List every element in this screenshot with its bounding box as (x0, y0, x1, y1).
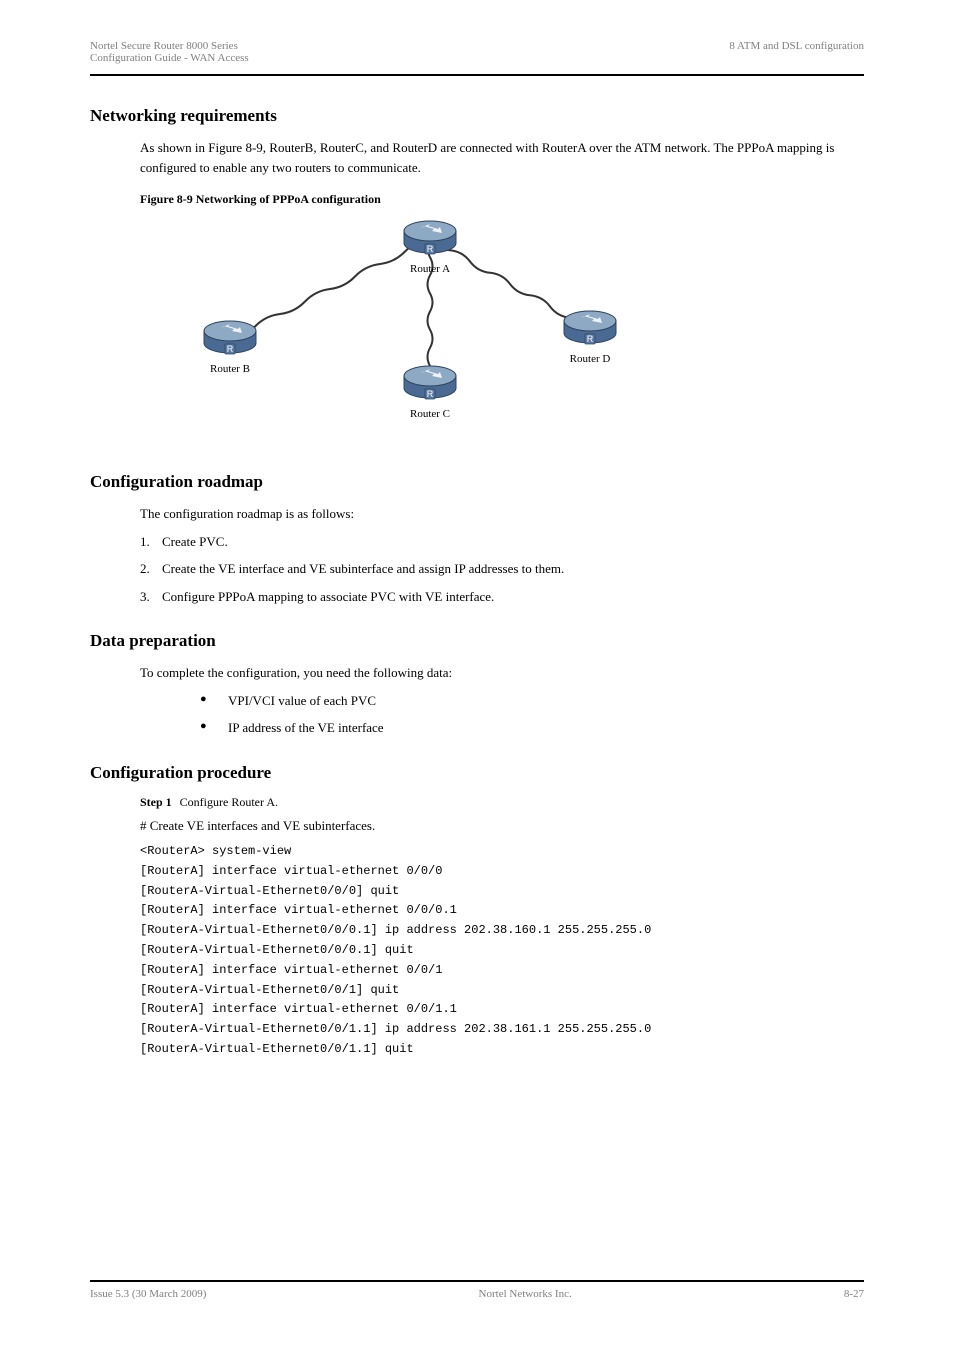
roadmap-step: 3. Configure PPPoA mapping to associate P… (140, 587, 864, 607)
roadmap-step: 2. Create the VE interface and VE subinte… (140, 559, 864, 579)
step-1-text: Configure Router A. (180, 795, 278, 809)
heading-networking-requirements: Networking requirements (90, 106, 864, 126)
step-1-label: Step 1 Configure Router A. (140, 795, 864, 810)
cli-line: [RouterA-Virtual-Ethernet0/0/0.1] quit (140, 942, 864, 959)
step-text: Create PVC. (162, 534, 228, 549)
svg-text:R: R (427, 244, 434, 254)
header-doc-title: Configuration Guide - WAN Access (90, 52, 249, 64)
router-icon: R (560, 307, 620, 351)
data-preparation-intro: To complete the configuration, you need … (140, 663, 864, 683)
router-icon: R (400, 217, 460, 261)
step-number: 2. (140, 559, 150, 579)
cli-line: [RouterA-Virtual-Ethernet0/0/1.1] quit (140, 1041, 864, 1058)
cli-line: [RouterA] interface virtual-ethernet 0/0… (140, 962, 864, 979)
router-node: R Router C (400, 362, 460, 420)
router-label: Router D (570, 353, 611, 365)
cli-line: [RouterA-Virtual-Ethernet0/0/1.1] ip add… (140, 1021, 864, 1038)
roadmap-step: 1. Create PVC. (140, 532, 864, 552)
router-node: R Router D (560, 307, 620, 365)
router-label: Router B (210, 363, 250, 375)
step-number: 1. (140, 532, 150, 552)
header-left: Nortel Secure Router 8000 Series Configu… (90, 40, 249, 64)
data-prep-item: IP address of the VE interface (200, 718, 864, 738)
router-icon: R (400, 362, 460, 406)
header-right: 8 ATM and DSL configuration (729, 40, 864, 64)
data-prep-item: VPI/VCI value of each PVC (200, 691, 864, 711)
footer-page-number: 8-27 (844, 1288, 864, 1300)
router-label: Router A (410, 263, 450, 275)
page-footer: Issue 5.3 (30 March 2009) Nortel Network… (90, 1280, 864, 1300)
network-diagram: R Router A R Router B R Router C R Route… (140, 217, 700, 447)
heading-data-preparation: Data preparation (90, 631, 864, 651)
router-node: R Router B (200, 317, 260, 375)
header-product: Nortel Secure Router 8000 Series (90, 40, 249, 52)
cli-line: [RouterA-Virtual-Ethernet0/0/0.1] ip add… (140, 922, 864, 939)
svg-text:R: R (227, 344, 234, 354)
cli-line: [RouterA-Virtual-Ethernet0/0/1] quit (140, 982, 864, 999)
figure-caption: Figure 8-9 Networking of PPPoA configura… (140, 192, 864, 207)
page-container: Nortel Secure Router 8000 Series Configu… (0, 0, 954, 1350)
networking-requirements-text: As shown in Figure 8-9, RouterB, RouterC… (140, 138, 864, 177)
step-number: Step 1 (140, 795, 172, 809)
page-header: Nortel Secure Router 8000 Series Configu… (90, 40, 864, 76)
svg-text:R: R (427, 389, 434, 399)
step-number: 3. (140, 587, 150, 607)
router-label: Router C (410, 408, 450, 420)
configuration-roadmap-intro: The configuration roadmap is as follows: (140, 504, 864, 524)
cli-block: <RouterA> system-view [RouterA] interface… (90, 843, 864, 1058)
router-icon: R (200, 317, 260, 361)
router-node: R Router A (400, 217, 460, 275)
cli-line: <RouterA> system-view (140, 843, 864, 860)
heading-configuration-procedure: Configuration procedure (90, 763, 864, 783)
cli-line: [RouterA] interface virtual-ethernet 0/0… (140, 902, 864, 919)
step-text: Configure PPPoA mapping to associate PVC… (162, 589, 494, 604)
svg-text:R: R (587, 334, 594, 344)
header-chapter: 8 ATM and DSL configuration (729, 40, 864, 52)
step-text: Create the VE interface and VE subinterf… (162, 561, 564, 576)
footer-company: Nortel Networks Inc. (479, 1288, 572, 1300)
heading-configuration-roadmap: Configuration roadmap (90, 472, 864, 492)
cli-line: [RouterA] interface virtual-ethernet 0/0… (140, 863, 864, 880)
cli-line: [RouterA-Virtual-Ethernet0/0/0] quit (140, 883, 864, 900)
cli-line: [RouterA] interface virtual-ethernet 0/0… (140, 1001, 864, 1018)
footer-issue: Issue 5.3 (30 March 2009) (90, 1288, 206, 1300)
roadmap-steps-list: 1. Create PVC. 2. Create the VE interface a… (90, 532, 864, 607)
step-1-substep: # Create VE interfaces and VE subinterfa… (140, 816, 864, 836)
data-prep-list: VPI/VCI value of each PVC IP address of t… (90, 691, 864, 738)
